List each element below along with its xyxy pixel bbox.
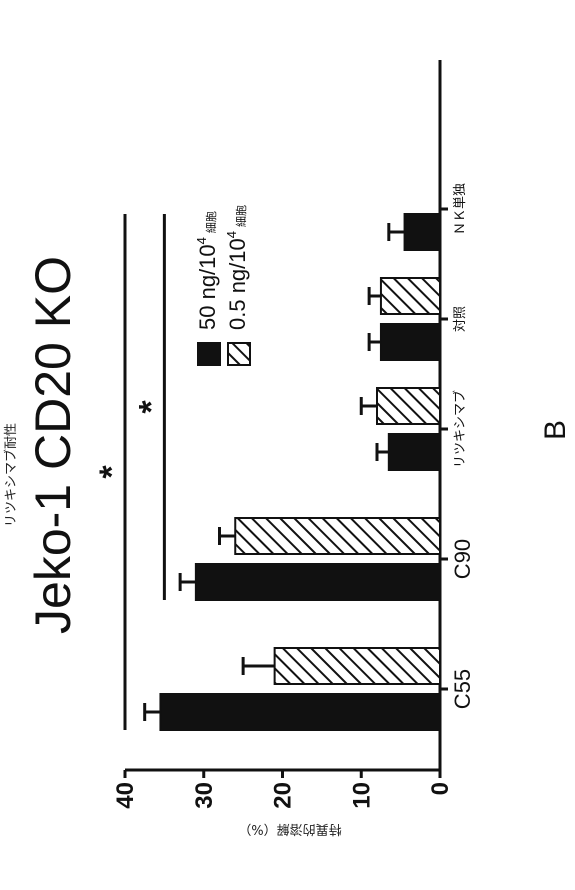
x-tick-label: C55 — [450, 669, 475, 709]
legend: 50 ng/104細胞0.5 ng/104細胞 — [194, 205, 250, 365]
legend-label: 0.5 ng/104細胞 — [224, 205, 250, 330]
x-tick-label: C90 — [450, 539, 475, 579]
bar — [160, 694, 440, 730]
legend-swatch — [228, 343, 250, 365]
bar — [381, 324, 440, 360]
legend-label-unit: 細胞 — [205, 211, 218, 233]
panel-label: B — [539, 420, 572, 440]
chart-title: Jeko-1 CD20 KO — [25, 256, 81, 634]
chart-area: Jeko-1 CD20 KO リツキシマブ耐性 0 10 20 30 40 C55 C90 リ… — [3, 60, 475, 809]
legend-label-superscript: 4 — [224, 231, 239, 238]
bar — [377, 388, 440, 424]
y-tick-label: 0 — [427, 782, 454, 795]
legend-label-superscript: 4 — [194, 237, 209, 244]
y-tick-label: 20 — [270, 782, 297, 809]
x-tick-label: 対照 — [453, 306, 468, 332]
significance-star: * — [93, 465, 131, 479]
significance-star: * — [132, 400, 170, 414]
significance-markers: ** — [93, 214, 170, 730]
chart-subtitle: リツキシマブ耐性 — [3, 423, 19, 527]
bar — [275, 648, 440, 684]
legend-label: 50 ng/104細胞 — [194, 211, 220, 330]
error-bars — [145, 223, 405, 721]
legend-swatch — [198, 343, 220, 365]
y-tick-label: 30 — [191, 782, 218, 809]
bar — [389, 434, 440, 470]
bar — [235, 518, 440, 554]
x-tick-label: ＮＫ単独 — [452, 183, 468, 235]
bar — [381, 278, 440, 314]
bar — [196, 564, 440, 600]
y-tick-label: 40 — [112, 782, 139, 809]
y-tick-label: 10 — [348, 782, 375, 809]
legend-label-unit: 細胞 — [235, 205, 248, 227]
x-tick-label: リツキシマブ — [452, 390, 468, 468]
y-axis-label: 特異的溶解（%） — [238, 821, 341, 837]
bar — [405, 214, 440, 250]
